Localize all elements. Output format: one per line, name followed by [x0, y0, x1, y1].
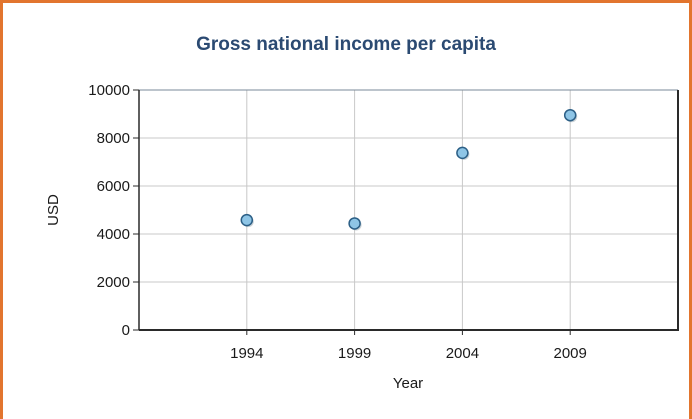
y-tick-label: 8000: [97, 130, 130, 147]
y-tick-label: 0: [122, 322, 130, 339]
x-tick-label: 1999: [338, 345, 371, 362]
data-point: [240, 213, 254, 227]
x-tick-label: 1994: [230, 345, 263, 362]
y-axis-label: USD: [45, 194, 62, 226]
grid-lines: [139, 89, 678, 330]
x-axis-label: Year: [393, 375, 423, 392]
data-point: [348, 217, 361, 230]
data-points: [240, 108, 578, 231]
y-tick-label: 4000: [97, 226, 130, 243]
axes: [133, 89, 679, 335]
data-point: [563, 108, 577, 122]
x-tick-label: 2009: [554, 345, 587, 362]
y-tick-label: 2000: [97, 274, 130, 291]
chart-title: Gross national income per capita: [196, 34, 496, 55]
tick-labels: 0 2000 4000 6000 8000 10000 1994 1999 2004 2009: [88, 82, 587, 362]
data-point: [456, 146, 469, 160]
y-tick-label: 10000: [88, 82, 130, 99]
x-tick-label: 2004: [446, 345, 479, 362]
y-tick-label: 6000: [97, 178, 130, 195]
